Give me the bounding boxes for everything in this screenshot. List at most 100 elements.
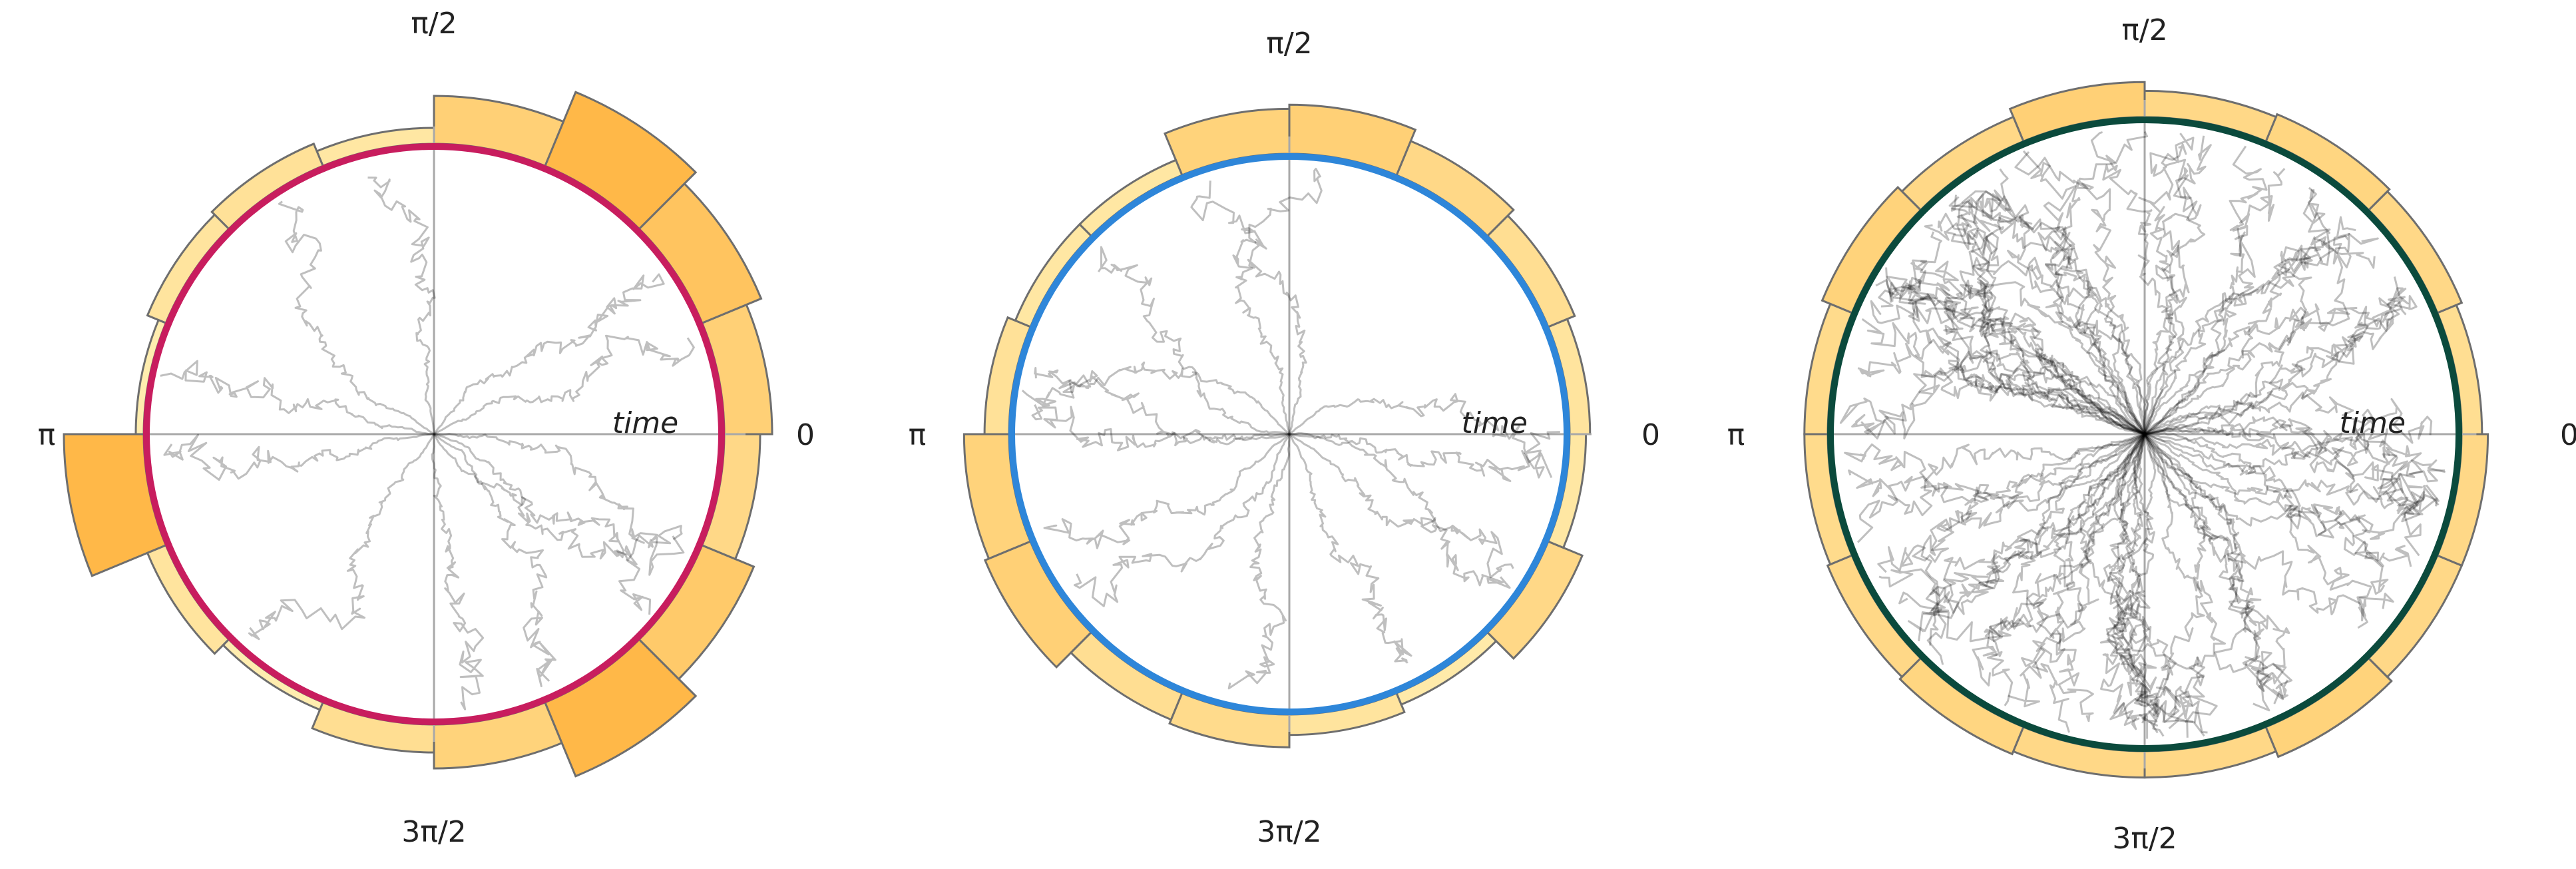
- trajectory-line: [278, 200, 435, 435]
- histogram-bar: [2367, 190, 2464, 314]
- trajectory-line: [1910, 259, 2145, 435]
- trajectory-line: [1929, 434, 2146, 646]
- histogram-bar: [1821, 186, 1922, 314]
- trajectory-line: [2143, 434, 2290, 695]
- histogram-bar: [311, 701, 435, 754]
- trajectory-line: [1972, 433, 2145, 687]
- trajectory-line: [2144, 428, 2446, 483]
- trajectory-line: [1948, 190, 2146, 435]
- trajectory-line: [2144, 392, 2438, 515]
- tick-label-0: 0: [796, 418, 815, 452]
- trajectory-line: [1288, 434, 1412, 664]
- trajectory-line: [2008, 434, 2146, 708]
- trajectory-line: [2144, 433, 2288, 700]
- trajectory-line: [1889, 270, 2145, 435]
- trajectory-line: [2144, 433, 2422, 557]
- trajectory-line: [1926, 434, 2146, 665]
- trajectory-line: [1950, 194, 2146, 435]
- trajectory-line: [433, 433, 652, 615]
- trajectory-line: [2144, 295, 2418, 435]
- trajectory-line: [2144, 189, 2335, 435]
- trajectory-line: [433, 433, 556, 687]
- trajectory-line: [2144, 416, 2440, 507]
- trajectory-line: [1994, 168, 2146, 435]
- trajectory-line: [2143, 145, 2268, 435]
- trajectory-line: [2143, 246, 2376, 435]
- trajectory-line: [2143, 434, 2226, 737]
- radial-axis-label: time: [612, 406, 678, 440]
- trajectory-line: [2083, 434, 2179, 730]
- trajectory-line: [1920, 231, 2145, 435]
- polar-panel-left: 0 π/2 π 3π/2 time: [38, 7, 815, 849]
- trajectory-line: [2138, 143, 2187, 435]
- trajectory-line: [1886, 276, 2145, 435]
- trajectory-line: [2144, 296, 2407, 435]
- trajectory-line: [2144, 426, 2446, 493]
- trajectory-line: [1870, 293, 2145, 435]
- trajectory-line: [1232, 168, 1323, 435]
- trajectory-line: [1969, 193, 2145, 435]
- trajectory-line: [433, 334, 695, 435]
- trajectory-line: [1878, 289, 2145, 435]
- trajectory-line: [2143, 135, 2212, 435]
- trajectory-line: [1924, 222, 2146, 435]
- trajectory-line: [2090, 131, 2178, 435]
- histogram-bar: [2008, 81, 2146, 143]
- trajectory-line: [1986, 434, 2146, 707]
- trajectory-line: [1844, 433, 2145, 512]
- trajectory-line: [1073, 434, 1291, 607]
- tick-label-pi: π: [909, 418, 927, 452]
- polar-panel-right: 0 π/2 π 3π/2 time: [1727, 13, 2576, 856]
- trajectory-line: [1839, 364, 2145, 439]
- trajectory-line: [2143, 434, 2389, 595]
- radial-axis-label: time: [1462, 406, 1528, 440]
- trajectory-line: [1950, 200, 2146, 435]
- trajectory-line: [2143, 216, 2356, 435]
- trajectory-line: [1877, 433, 2145, 573]
- radial-axis-label: time: [2340, 406, 2406, 440]
- trajectory-line: [2144, 233, 2379, 435]
- histogram-bar: [1395, 631, 1498, 706]
- trajectory-line: [1190, 180, 1307, 435]
- trajectory-line: [1289, 433, 1553, 482]
- histogram-bar: [1486, 214, 1576, 328]
- trajectory-line: [2144, 432, 2372, 629]
- trajectory-line: [367, 176, 436, 434]
- trajectory-line: [2117, 434, 2194, 723]
- trajectory-line: [1898, 433, 2145, 610]
- tick-label-3pi-half: 3π/2: [2112, 822, 2177, 856]
- trajectory-line: [1908, 434, 2146, 633]
- histogram-bar: [146, 213, 230, 325]
- histogram-bar: [1168, 691, 1291, 748]
- trajectory-line: [160, 360, 435, 435]
- trajectory-line: [1875, 279, 2145, 435]
- unit-circle: [143, 143, 725, 725]
- histogram-bar: [2436, 433, 2489, 567]
- unit-circle: [1827, 117, 2462, 752]
- trajectory-line: [1289, 433, 1514, 579]
- trajectory-line: [2143, 433, 2273, 712]
- trajectory-line: [1885, 267, 2145, 435]
- trajectory-line: [2143, 434, 2425, 523]
- histogram-bar: [1069, 631, 1183, 721]
- histogram-bar: [700, 433, 761, 561]
- trajectory-line: [1961, 190, 2146, 435]
- trajectory-line: [1043, 433, 1290, 549]
- trajectory-line: [163, 433, 435, 481]
- trajectory-line: [2144, 433, 2440, 516]
- trajectory-line: [1957, 198, 2145, 435]
- histogram-bar: [2143, 89, 2278, 143]
- trajectory-line: [1097, 246, 1290, 435]
- unit-circle: [1008, 153, 1570, 715]
- trajectory-line: [1021, 370, 1289, 447]
- trajectory-line: [1031, 404, 1290, 451]
- histogram-bar: [983, 316, 1032, 435]
- tick-label-0: 0: [1641, 418, 1660, 452]
- trajectory-line: [1861, 318, 2145, 435]
- trajectory-line: [2144, 433, 2412, 567]
- trajectory-line: [431, 434, 485, 711]
- tick-label-pi: π: [1727, 418, 1745, 452]
- trajectory-line: [2032, 434, 2146, 733]
- trajectory-line: [2022, 150, 2146, 435]
